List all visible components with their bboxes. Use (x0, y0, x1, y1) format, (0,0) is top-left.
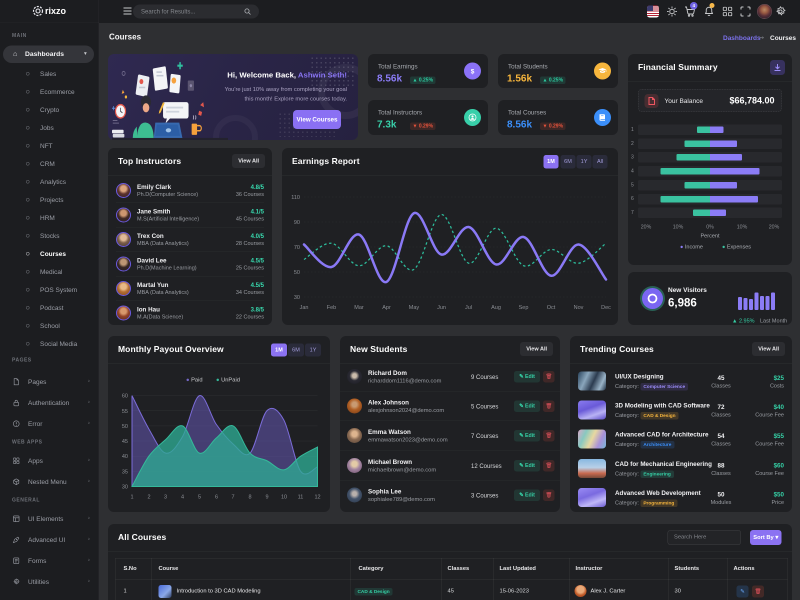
svg-text:12: 12 (314, 495, 320, 501)
svg-text:110: 110 (291, 195, 300, 201)
svg-text:45: 45 (122, 439, 128, 445)
svg-text:Feb: Feb (327, 305, 336, 311)
svg-text:7: 7 (231, 495, 234, 501)
svg-text:Nov: Nov (574, 305, 584, 311)
svg-text:6: 6 (215, 495, 218, 501)
svg-text:Aug: Aug (491, 305, 501, 311)
svg-text:$: $ (471, 68, 475, 75)
svg-text:11: 11 (298, 495, 304, 501)
svg-text:Jun: Jun (437, 305, 446, 311)
svg-text:3: 3 (164, 495, 167, 501)
svg-text:5: 5 (198, 495, 201, 501)
svg-text:9: 9 (265, 495, 268, 501)
svg-text:10: 10 (281, 495, 287, 501)
svg-text:1: 1 (130, 495, 133, 501)
svg-text:Apr: Apr (382, 305, 391, 311)
svg-text:90: 90 (294, 220, 300, 226)
svg-text:Jul: Jul (465, 305, 472, 311)
svg-text:8: 8 (248, 495, 251, 501)
svg-text:70: 70 (294, 245, 300, 251)
svg-text:30: 30 (294, 295, 300, 301)
svg-text:50: 50 (122, 424, 128, 430)
svg-text:Mar: Mar (354, 305, 364, 311)
svg-text:60: 60 (122, 394, 128, 400)
svg-text:Dec: Dec (601, 305, 611, 311)
svg-text:35: 35 (122, 469, 128, 475)
svg-text:Oct: Oct (547, 305, 556, 311)
svg-text:30: 30 (122, 485, 128, 491)
svg-text:2: 2 (147, 495, 150, 501)
svg-text:Jan: Jan (300, 305, 309, 311)
svg-text:May: May (409, 305, 420, 311)
svg-text:40: 40 (122, 454, 128, 460)
svg-text:50: 50 (294, 270, 300, 276)
svg-text:4: 4 (181, 495, 184, 501)
svg-text:55: 55 (122, 409, 128, 415)
svg-text:Sep: Sep (519, 305, 529, 311)
